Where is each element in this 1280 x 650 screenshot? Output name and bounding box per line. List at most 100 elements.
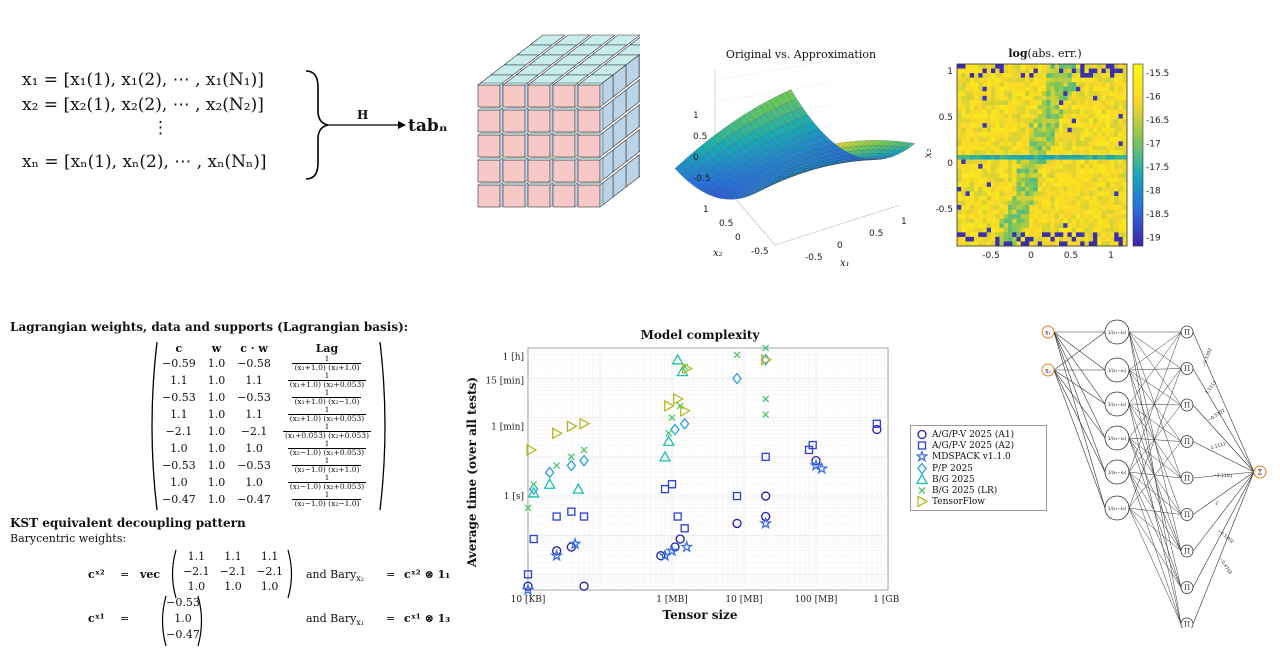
heatmap-cell xyxy=(957,77,962,83)
heatmap-cell xyxy=(1059,182,1064,188)
heatmap-cell xyxy=(1050,114,1056,119)
heatmap-cell xyxy=(1122,200,1128,206)
heatmap-cell xyxy=(1046,173,1051,179)
heatmap-cell xyxy=(1016,109,1022,115)
heatmap-cell xyxy=(1037,150,1043,156)
heatmap-cell xyxy=(1012,118,1017,124)
heatmap-cell xyxy=(1118,218,1124,224)
heatmap-cell xyxy=(999,241,1005,247)
network-edge xyxy=(1053,331,1106,371)
heatmap-cell xyxy=(1110,223,1115,229)
data-point xyxy=(553,462,561,470)
heatmap-cell xyxy=(1080,64,1085,69)
heatmap-cell xyxy=(986,205,992,210)
heatmap-cell xyxy=(982,68,988,74)
heatmap-cell xyxy=(991,177,996,183)
heatmap-cell xyxy=(1020,95,1026,101)
legend-label: TensorFlow xyxy=(932,497,986,508)
heatmap-cell xyxy=(1101,127,1107,133)
heatmap-cell xyxy=(982,127,988,133)
heatmap-cell xyxy=(1105,164,1111,169)
heatmap-cell xyxy=(1067,232,1073,238)
heatmap-cell xyxy=(982,64,988,69)
heatmap-cell xyxy=(1093,182,1098,188)
heatmap-cell xyxy=(1037,86,1043,92)
heatmap-cell xyxy=(1046,177,1051,183)
fraction-denominator: (x₁+1.0) (x₂+0.053) xyxy=(289,380,365,389)
heatmap-cell xyxy=(965,232,971,238)
heatmap-cell xyxy=(1012,104,1017,110)
heatmap-cell xyxy=(1114,141,1119,147)
heatmap-cell xyxy=(1118,241,1124,247)
heatmap-cell xyxy=(1046,109,1051,115)
heatmap-cell xyxy=(986,150,992,156)
heatmap-cell xyxy=(1029,236,1034,242)
heatmap-cell xyxy=(1101,95,1107,101)
surface-x1-tick: 0.5 xyxy=(869,229,883,239)
lagrange-cell-cw: −0.53 xyxy=(237,459,271,472)
heatmap-cell xyxy=(1114,164,1119,169)
heatmap-cell xyxy=(991,68,996,74)
heatmap-cell xyxy=(961,218,966,224)
lagrange-cell-w: 1.0 xyxy=(207,459,226,472)
heatmap-cell xyxy=(1046,73,1051,78)
heatmap-cell xyxy=(969,109,975,115)
heatmap-cell xyxy=(1101,195,1107,201)
heatmap-cell xyxy=(1025,145,1030,151)
heatmap-cell xyxy=(999,132,1005,138)
heatmap-cell xyxy=(1118,195,1124,201)
heatmap-cell xyxy=(1016,191,1022,197)
heatmap-cell xyxy=(1037,209,1043,215)
heatmap-cell xyxy=(1076,127,1081,133)
heatmap-cell xyxy=(969,123,975,128)
heatmap-cell xyxy=(1084,95,1090,101)
heatmap-cell xyxy=(1114,114,1119,119)
heatmap-cell xyxy=(1084,91,1090,97)
heatmap-cell xyxy=(1050,214,1056,219)
heatmap-cell xyxy=(1084,100,1090,106)
cube-gap-top xyxy=(502,132,529,136)
heatmap-cell xyxy=(1003,109,1009,115)
heatmap-cell xyxy=(1050,173,1056,179)
heatmap-cell xyxy=(1012,136,1017,142)
colorbar-segment xyxy=(1133,136,1143,141)
heatmap-cell xyxy=(1012,236,1017,242)
lagrange-cell-cw: 1.0 xyxy=(245,442,263,455)
heatmap-cell xyxy=(1080,159,1085,165)
cube-gap-face xyxy=(574,157,579,183)
cube-gap-top xyxy=(477,182,504,186)
heatmap-cell xyxy=(1008,150,1013,156)
heatmap-cell xyxy=(1110,177,1115,183)
heatmap-cell xyxy=(1008,227,1013,233)
heatmap-cell xyxy=(1046,86,1051,92)
heatmap-cell xyxy=(1033,100,1039,106)
cube-gap-top xyxy=(552,182,579,186)
heatmap-cell xyxy=(1012,109,1017,115)
heatmap-cell xyxy=(1050,164,1056,169)
heatmap-cell xyxy=(1067,195,1073,201)
lagrange-cell-cw: 1.0 xyxy=(245,476,263,489)
heatmap-cell xyxy=(957,150,962,156)
heatmap-cell xyxy=(1122,150,1128,156)
heatmap-cell xyxy=(1050,109,1056,115)
network-hidden-label: 1/(x₁−x₀) xyxy=(1108,330,1127,335)
heatmap-cell xyxy=(1003,227,1009,233)
heatmap-cell xyxy=(1080,123,1085,128)
heatmap-cell xyxy=(1093,104,1098,110)
colorbar-segment xyxy=(1133,209,1143,213)
heatmap-cell xyxy=(1050,95,1056,101)
heatmap-cell xyxy=(978,91,983,97)
heatmap-cell xyxy=(1050,127,1056,133)
heatmap-cell xyxy=(1076,159,1081,165)
heatmap-cell xyxy=(1054,177,1060,183)
heatmap-cell xyxy=(1063,64,1068,69)
heatmap-cell xyxy=(1037,227,1043,233)
heatmap-cell xyxy=(1114,73,1119,78)
heatmap-cell xyxy=(1059,150,1064,156)
heatmap-cell xyxy=(999,218,1005,224)
heatmap-cell xyxy=(1012,164,1017,169)
network-product-node xyxy=(1180,398,1194,412)
heatmap-cell xyxy=(1063,86,1068,92)
heatmap-cell xyxy=(999,223,1005,229)
heatmap-cell xyxy=(1003,141,1009,147)
